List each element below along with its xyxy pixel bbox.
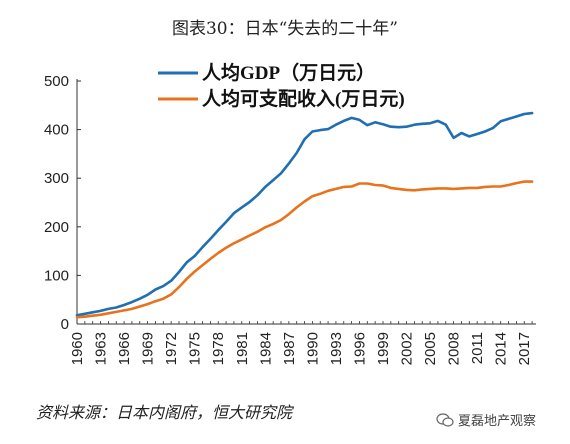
series-line-1 [75, 180, 534, 319]
x-tick-label: 1987 [281, 332, 298, 365]
x-tick-label: 2011 [469, 332, 486, 364]
y-tick-label: 100 [44, 267, 69, 284]
y-tick-label: 400 [44, 122, 69, 139]
x-tick-label: 1996 [351, 332, 368, 365]
x-tick-label: 1981 [234, 332, 251, 365]
x-tick-label: 1963 [93, 332, 110, 365]
x-tick-label: 1975 [187, 332, 204, 365]
x-tick-label: 1990 [304, 332, 321, 365]
x-tick-label: 2014 [493, 332, 510, 365]
x-tick-label: 1972 [163, 332, 180, 365]
axes: 0 100 200 300 400 500 1960 1963 1966 1969 1972 1975… [44, 73, 536, 365]
x-tick-label: 2008 [446, 332, 463, 365]
chart-title: 图表30：日本“失去的二十年” [171, 19, 398, 39]
y-tick-label: 200 [44, 219, 69, 236]
x-tick-label: 1960 [69, 332, 86, 365]
legend: 人均GDP（万日元） 人均可支配收入(万日元) [158, 61, 405, 110]
watermark-text: 夏磊地产观察 [458, 414, 537, 429]
watermark: 夏磊地产观察 [436, 410, 536, 429]
source-note: 资料来源：日本内阁府，恒大研究院 [36, 403, 293, 422]
x-tick-label: 2002 [399, 332, 416, 365]
legend-label-income: 人均可支配收入(万日元) [202, 87, 405, 110]
x-tick-label: 2017 [516, 332, 533, 365]
x-tick-label: 1999 [375, 332, 392, 365]
x-tick-label: 1969 [140, 332, 157, 365]
y-tick-label: 300 [44, 170, 69, 187]
x-tick-label: 1984 [257, 332, 274, 365]
y-tick-label: 0 [61, 316, 69, 333]
wechat-icon [436, 412, 454, 427]
x-tick-label: 1966 [116, 332, 133, 365]
series-lines [75, 111, 534, 319]
x-tick-label: 1993 [328, 332, 345, 365]
x-tick-label: 1978 [210, 332, 227, 365]
legend-label-gdp: 人均GDP（万日元） [202, 61, 375, 84]
y-tick-label: 500 [44, 73, 69, 90]
series-line-0 [75, 111, 534, 317]
x-tick-label: 2005 [422, 332, 439, 365]
